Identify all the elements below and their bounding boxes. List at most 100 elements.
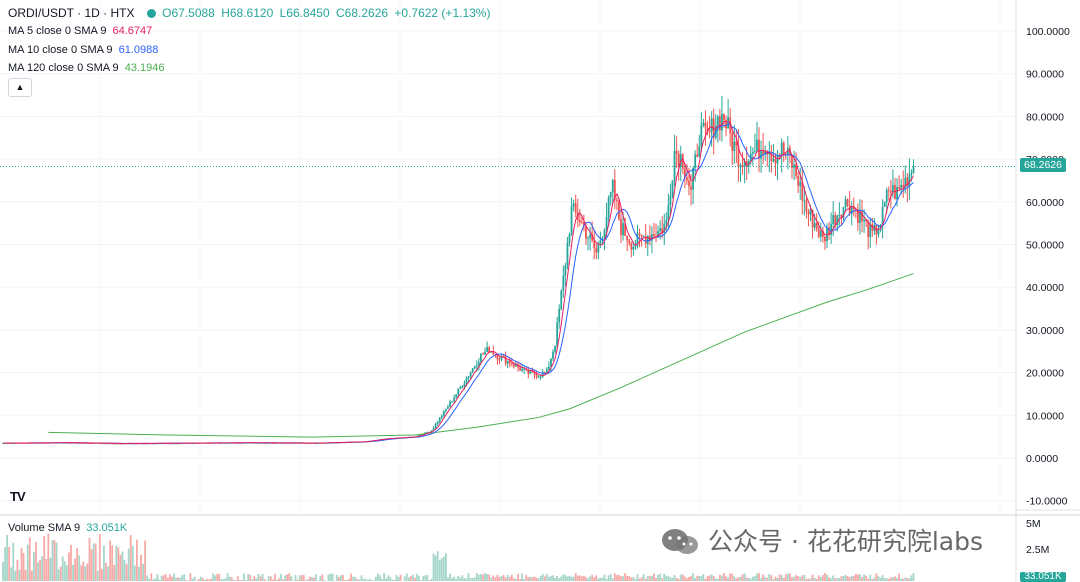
- ma10-label[interactable]: MA 10 close 0 SMA 9: [8, 44, 113, 56]
- volume-bar: [313, 577, 315, 581]
- volume-bar: [793, 576, 795, 581]
- candle-body: [776, 154, 779, 164]
- candle-body: [218, 442, 221, 444]
- volume-bar: [10, 567, 13, 581]
- candle-body: [630, 243, 633, 250]
- volume-bar: [568, 575, 571, 581]
- volume-bar: [214, 575, 217, 581]
- volume-bar: [160, 575, 163, 581]
- volume-bar: [33, 551, 35, 581]
- candle-body: [659, 228, 662, 232]
- candle-body: [721, 113, 723, 131]
- volume-bar: [309, 576, 311, 581]
- volume-legend[interactable]: Volume SMA 9 33.051K: [8, 522, 130, 534]
- price-tick-label: 90.0000: [1026, 69, 1064, 81]
- volume-bar: [502, 574, 505, 581]
- volume-bar: [335, 574, 338, 581]
- volume-bar: [123, 559, 126, 581]
- volume-bar: [203, 579, 206, 581]
- candle-body: [533, 371, 536, 375]
- candle-body: [426, 431, 429, 433]
- volume-bar: [57, 569, 60, 581]
- volume-bar: [94, 543, 97, 581]
- candle-body: [830, 224, 833, 235]
- volume-bar: [640, 577, 643, 581]
- ma5-label[interactable]: MA 5 close 0 SMA 9: [8, 25, 107, 37]
- candle-body: [737, 145, 740, 167]
- volume-tick-2-5m: 2.5M: [1026, 544, 1049, 556]
- candle-body: [445, 408, 447, 411]
- candle-body: [799, 181, 802, 186]
- ohlc-change: +0.7622 (+1.13%): [394, 6, 491, 20]
- ma120-value: 43.1946: [124, 62, 165, 74]
- volume-bar: [879, 577, 882, 581]
- volume-bar: [98, 533, 101, 581]
- candle-body: [463, 383, 466, 387]
- candle-body: [572, 203, 575, 207]
- volume-bar: [271, 579, 274, 581]
- volume-bar: [142, 563, 144, 581]
- volume-bar: [399, 574, 402, 581]
- volume-bar: [671, 577, 674, 581]
- volume-bar: [208, 579, 210, 581]
- volume-bar: [692, 573, 694, 581]
- market-status-icon: [146, 9, 156, 18]
- candle-body: [784, 153, 787, 155]
- candle-body: [671, 180, 674, 196]
- candle-body: [615, 199, 618, 201]
- volume-bar: [111, 545, 114, 581]
- volume-label[interactable]: Volume SMA 9: [8, 522, 81, 534]
- volume-bar: [634, 578, 637, 581]
- candle-body: [578, 219, 581, 223]
- volume-bar: [624, 573, 627, 581]
- candle-body: [634, 245, 637, 248]
- candle-body: [595, 248, 598, 253]
- volume-bar: [179, 577, 182, 581]
- candle-body: [653, 234, 655, 237]
- volume-bar: [605, 578, 608, 581]
- tradingview-logo-icon[interactable]: TV: [10, 489, 32, 509]
- symbol-legend[interactable]: ORDI/USDT · 1D · HTX O67.5088 H68.6120 L…: [8, 6, 493, 20]
- watermark-text: 公众号 · 花花研究院labs: [708, 522, 983, 558]
- candle-body: [677, 153, 680, 167]
- volume-bar: [133, 565, 136, 581]
- candle-body: [881, 206, 884, 226]
- candle-body: [834, 215, 837, 226]
- candle-body: [626, 235, 629, 241]
- candle-body: [770, 152, 773, 162]
- volume-bar: [675, 578, 678, 581]
- ma5-legend[interactable]: MA 5 close 0 SMA 9 64.6747: [8, 25, 155, 37]
- volume-bar: [14, 570, 17, 581]
- candle-body: [574, 203, 577, 213]
- candle-body: [309, 443, 311, 445]
- volume-bar: [799, 576, 802, 581]
- ma120-legend[interactable]: MA 120 close 0 SMA 9 43.1946: [8, 62, 168, 74]
- ohlc-low: L66.8450: [279, 6, 330, 20]
- volume-bar: [690, 576, 692, 581]
- candle-body: [609, 192, 612, 198]
- symbol-label[interactable]: ORDI/USDT · 1D · HTX: [8, 6, 135, 20]
- volume-bar: [424, 575, 427, 581]
- volume-bar: [331, 573, 334, 581]
- candle-body: [434, 423, 437, 429]
- volume-bar: [100, 568, 103, 581]
- volume-bar: [805, 578, 808, 581]
- candle-body: [455, 394, 458, 398]
- candle-body: [591, 234, 594, 241]
- volume-bar: [80, 565, 83, 581]
- volume-bar: [216, 573, 219, 581]
- candle-body: [418, 435, 421, 437]
- candle-body: [535, 374, 538, 378]
- volume-bar: [667, 575, 670, 581]
- candle-body: [657, 231, 659, 238]
- volume-bar: [189, 573, 192, 581]
- volume-bar: [342, 574, 344, 581]
- collapse-legend-button[interactable]: ▲: [8, 78, 32, 97]
- volume-bar: [599, 578, 602, 581]
- ohlc-close: C68.2626: [336, 6, 389, 20]
- candle-body: [900, 184, 903, 189]
- ma10-legend[interactable]: MA 10 close 0 SMA 9 61.0988: [8, 44, 161, 56]
- ma120-label[interactable]: MA 120 close 0 SMA 9: [8, 62, 119, 74]
- volume-bar: [834, 578, 837, 581]
